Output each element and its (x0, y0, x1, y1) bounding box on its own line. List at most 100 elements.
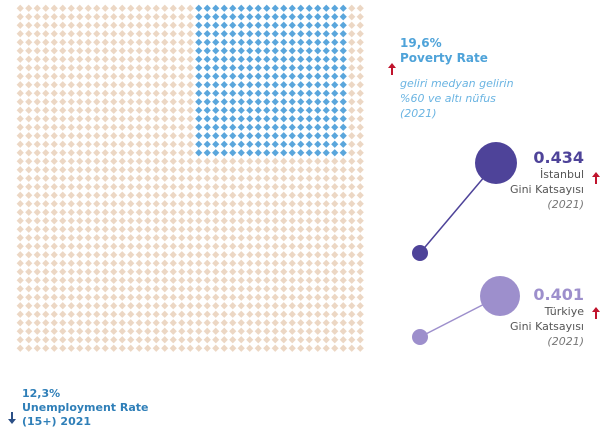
waffle-cell (110, 319, 118, 327)
waffle-cell (169, 166, 177, 174)
waffle-cell (110, 302, 118, 310)
waffle-cell-highlight (237, 47, 245, 55)
waffle-cell (246, 251, 254, 259)
waffle-cell-highlight (212, 13, 220, 21)
waffle-cell (195, 251, 203, 259)
waffle-cell (263, 234, 271, 242)
waffle-cell (101, 174, 109, 182)
waffle-cell (135, 13, 143, 21)
waffle-cell (161, 166, 169, 174)
waffle-cell (67, 106, 75, 114)
istanbul-gini-value: 0.434 (533, 148, 584, 167)
waffle-cell (42, 123, 50, 131)
waffle-cell (144, 140, 152, 148)
waffle-cell-highlight (305, 149, 313, 157)
waffle-cell-highlight (322, 72, 330, 80)
waffle-cell (59, 276, 67, 284)
waffle-cell-highlight (220, 123, 228, 131)
waffle-cell (152, 166, 160, 174)
waffle-cell (59, 285, 67, 293)
waffle-cell (161, 225, 169, 233)
waffle-cell-highlight (263, 72, 271, 80)
waffle-cell-highlight (195, 47, 203, 55)
waffle-cell (356, 4, 364, 12)
waffle-cell (348, 72, 356, 80)
waffle-cell (59, 319, 67, 327)
waffle-cell (152, 47, 160, 55)
waffle-cell (305, 344, 313, 352)
waffle-cell (110, 208, 118, 216)
waffle-cell-highlight (280, 132, 288, 140)
waffle-cell (220, 166, 228, 174)
waffle-cell (186, 217, 194, 225)
waffle-cell (42, 310, 50, 318)
waffle-cell (237, 208, 245, 216)
waffle-cell (135, 200, 143, 208)
waffle-cell (348, 217, 356, 225)
waffle-cell (203, 319, 211, 327)
waffle-cell (59, 344, 67, 352)
waffle-cell (305, 336, 313, 344)
waffle-cell (152, 344, 160, 352)
waffle-cell (84, 123, 92, 131)
waffle-cell (135, 183, 143, 191)
waffle-cell-highlight (195, 115, 203, 123)
waffle-cell (42, 132, 50, 140)
waffle-cell (169, 191, 177, 199)
waffle-cell (322, 251, 330, 259)
waffle-cell (135, 166, 143, 174)
waffle-cell (348, 64, 356, 72)
waffle-cell (178, 234, 186, 242)
waffle-cell (263, 208, 271, 216)
waffle-cell (84, 149, 92, 157)
waffle-cell (25, 4, 33, 12)
waffle-cell (67, 123, 75, 131)
waffle-cell (101, 106, 109, 114)
waffle-cell (50, 310, 58, 318)
waffle-cell (33, 98, 41, 106)
waffle-cell-highlight (271, 115, 279, 123)
waffle-cell-highlight (220, 13, 228, 21)
waffle-cell (297, 208, 305, 216)
waffle-cell (33, 183, 41, 191)
waffle-cell (186, 208, 194, 216)
waffle-cell (195, 344, 203, 352)
waffle-cell (110, 47, 118, 55)
waffle-cell-highlight (271, 55, 279, 63)
waffle-cell (42, 174, 50, 182)
waffle-cell-highlight (322, 38, 330, 46)
waffle-cell-highlight (297, 123, 305, 131)
waffle-cell-highlight (331, 81, 339, 89)
waffle-cell (186, 132, 194, 140)
waffle-cell (203, 225, 211, 233)
waffle-cell (33, 336, 41, 344)
waffle-cell (118, 302, 126, 310)
waffle-cell (246, 217, 254, 225)
waffle-cell (67, 293, 75, 301)
waffle-cell-highlight (254, 98, 262, 106)
waffle-cell (339, 191, 347, 199)
waffle-cell (110, 276, 118, 284)
waffle-cell (76, 98, 84, 106)
waffle-cell (33, 319, 41, 327)
waffle-cell (263, 174, 271, 182)
waffle-cell (331, 319, 339, 327)
waffle-cell (348, 310, 356, 318)
waffle-cell (237, 302, 245, 310)
waffle-cell (339, 225, 347, 233)
waffle-cell (297, 327, 305, 335)
waffle-cell (339, 293, 347, 301)
waffle-cell (280, 319, 288, 327)
waffle-cell (144, 38, 152, 46)
waffle-cell (161, 115, 169, 123)
waffle-cell (135, 89, 143, 97)
waffle-cell (25, 285, 33, 293)
waffle-cell (93, 30, 101, 38)
waffle-cell (50, 166, 58, 174)
waffle-cell-highlight (220, 30, 228, 38)
waffle-cell (135, 293, 143, 301)
waffle-cell (93, 106, 101, 114)
waffle-cell (195, 293, 203, 301)
waffle-cell (237, 251, 245, 259)
waffle-cell (84, 251, 92, 259)
